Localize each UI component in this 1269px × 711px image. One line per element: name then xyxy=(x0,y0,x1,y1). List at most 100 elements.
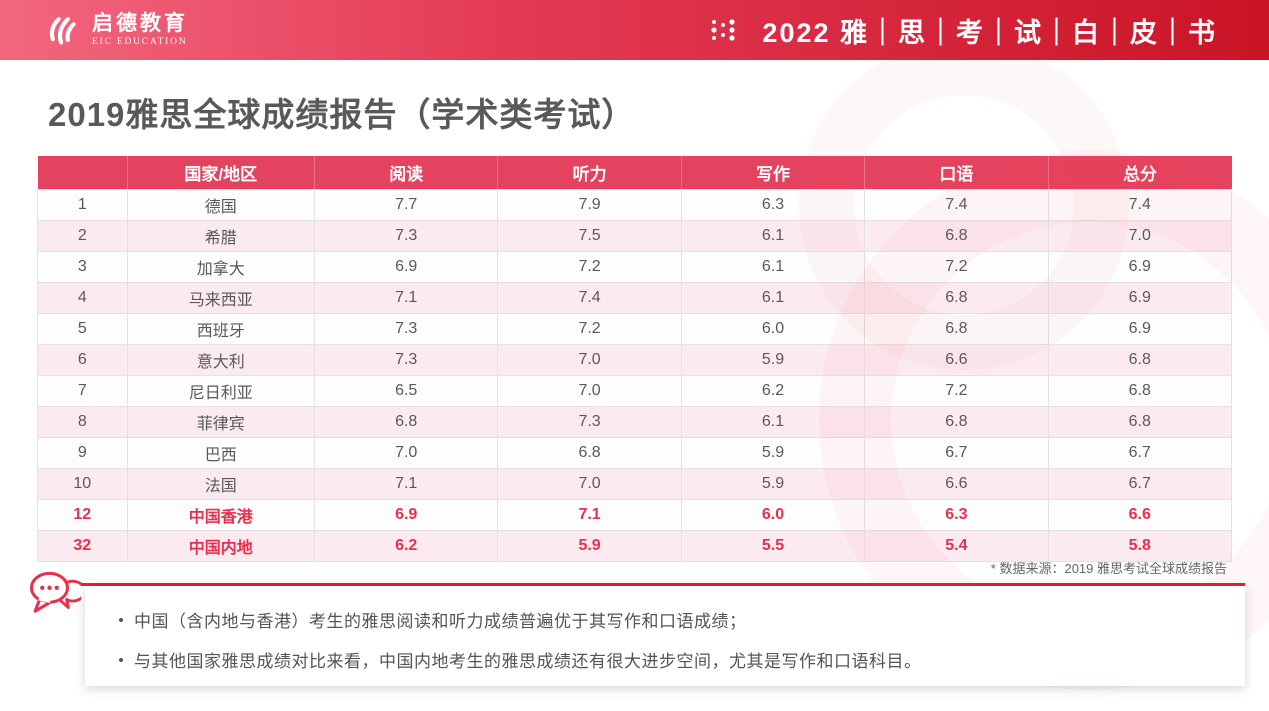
speaking-cell: 5.4 xyxy=(864,529,1049,562)
overall-cell: 5.8 xyxy=(1047,529,1233,562)
writing-cell: 6.1 xyxy=(680,405,866,438)
bullet-dot xyxy=(119,657,123,662)
writing-cell: 6.1 xyxy=(680,250,866,283)
listening-cell: 6.8 xyxy=(497,436,682,469)
bullet-dot xyxy=(119,617,123,622)
overall-cell: 7.0 xyxy=(1047,219,1233,252)
listening-cell: 7.0 xyxy=(497,467,682,500)
writing-cell: 5.9 xyxy=(680,343,866,376)
rank-cell: 3 xyxy=(37,250,128,283)
country-cell: 菲律宾 xyxy=(126,405,316,438)
rank-cell: 8 xyxy=(37,405,128,438)
table-row: 2 希腊 7.3 7.5 6.1 6.8 7.0 xyxy=(37,219,1233,252)
table-row: 8 菲律宾 6.8 7.3 6.1 6.8 6.8 xyxy=(37,405,1233,438)
col-header-writing: 写作 xyxy=(681,156,866,189)
writing-cell: 6.1 xyxy=(680,281,866,314)
reading-cell: 7.3 xyxy=(313,312,499,345)
overall-cell: 6.8 xyxy=(1047,343,1233,376)
list-item: 与其他国家雅思成绩对比来看，中国内地考生的雅思成绩还有很大进步空间，尤其是写作和… xyxy=(119,647,1215,672)
overall-cell: 7.4 xyxy=(1047,188,1233,221)
country-cell: 中国香港 xyxy=(126,498,316,531)
eic-logo-text: 启德教育 EIC EDUCATION xyxy=(92,12,188,48)
table-row: 10 法国 7.1 7.0 5.9 6.6 6.7 xyxy=(37,467,1233,500)
table-header-row: 国家/地区 阅读 听力 写作 口语 总分 xyxy=(37,156,1232,189)
country-cell: 马来西亚 xyxy=(126,281,316,314)
table-row: 6 意大利 7.3 7.0 5.9 6.6 6.8 xyxy=(37,343,1233,376)
reading-cell: 7.3 xyxy=(313,343,499,376)
table-row: 5 西班牙 7.3 7.2 6.0 6.8 6.9 xyxy=(37,312,1233,345)
rank-cell: 6 xyxy=(37,343,128,376)
country-cell: 尼日利亚 xyxy=(126,374,316,407)
country-cell: 德国 xyxy=(126,188,316,221)
writing-cell: 6.0 xyxy=(680,312,866,345)
overall-cell: 6.9 xyxy=(1047,312,1233,345)
listening-cell: 7.2 xyxy=(497,312,682,345)
country-cell: 中国内地 xyxy=(126,529,316,562)
data-source-note: * 数据来源：2019 雅思考试全球成绩报告 xyxy=(990,561,1227,576)
overall-cell: 6.6 xyxy=(1047,498,1233,531)
logo-name-cn: 启德教育 xyxy=(92,12,188,36)
reading-cell: 7.3 xyxy=(313,219,499,252)
country-cell: 希腊 xyxy=(126,219,316,252)
reading-cell: 6.8 xyxy=(313,405,499,438)
rank-cell: 7 xyxy=(37,374,128,407)
overall-cell: 6.9 xyxy=(1047,250,1233,283)
speaking-cell: 7.2 xyxy=(864,250,1049,283)
red-divider-line xyxy=(76,583,1245,586)
table-row-china-hongkong: 12 中国香港 6.9 7.1 6.0 6.3 6.6 xyxy=(37,498,1233,531)
speaking-cell: 6.8 xyxy=(864,281,1049,314)
col-header-rank xyxy=(37,156,128,189)
speaking-cell: 6.8 xyxy=(864,219,1049,252)
overall-cell: 6.8 xyxy=(1047,374,1233,407)
overall-cell: 6.8 xyxy=(1047,405,1233,438)
writing-cell: 6.2 xyxy=(680,374,866,407)
speaking-cell: 6.7 xyxy=(864,436,1049,469)
scores-table-wrap: 国家/地区 阅读 听力 写作 口语 总分 1 德国 7.7 7.9 6.3 7.… xyxy=(37,156,1233,562)
listening-cell: 7.2 xyxy=(497,250,682,283)
listening-cell: 7.4 xyxy=(497,281,682,314)
rank-cell: 4 xyxy=(37,281,128,314)
writing-cell: 5.5 xyxy=(680,529,866,562)
rank-cell: 12 xyxy=(37,498,128,531)
col-header-country: 国家/地区 xyxy=(127,156,316,189)
speaking-cell: 6.6 xyxy=(864,467,1049,500)
dots-pattern-icon xyxy=(711,19,736,41)
reading-cell: 7.1 xyxy=(313,467,499,500)
rank-cell: 2 xyxy=(37,219,128,252)
country-cell: 意大利 xyxy=(126,343,316,376)
rank-cell: 1 xyxy=(37,188,128,221)
col-header-listening: 听力 xyxy=(497,156,682,189)
country-cell: 加拿大 xyxy=(126,250,316,283)
listening-cell: 5.9 xyxy=(497,529,682,562)
table-row: 7 尼日利亚 6.5 7.0 6.2 7.2 6.8 xyxy=(37,374,1233,407)
speaking-cell: 7.2 xyxy=(864,374,1049,407)
note-bullet-1: 中国（含内地与香港）考生的雅思阅读和听力成绩普遍优于其写作和口语成绩； xyxy=(134,612,747,631)
country-cell: 西班牙 xyxy=(126,312,316,345)
country-cell: 巴西 xyxy=(126,436,316,469)
listening-cell: 7.0 xyxy=(497,343,682,376)
col-header-reading: 阅读 xyxy=(314,156,499,189)
reading-cell: 6.9 xyxy=(313,250,499,283)
reading-cell: 6.9 xyxy=(313,498,499,531)
header-right-group: 2022 雅｜思｜考｜试｜白｜皮｜书 xyxy=(710,11,1217,50)
writing-cell: 6.1 xyxy=(680,219,866,252)
reading-cell: 6.5 xyxy=(313,374,499,407)
reading-cell: 7.7 xyxy=(313,188,499,221)
reading-cell: 7.0 xyxy=(313,436,499,469)
col-header-speaking: 口语 xyxy=(864,156,1049,189)
table-row: 9 巴西 7.0 6.8 5.9 6.7 6.7 xyxy=(37,436,1233,469)
page-title: 2019雅思全球成绩报告（学术类考试） xyxy=(48,96,636,133)
table-row: 1 德国 7.7 7.9 6.3 7.4 7.4 xyxy=(37,188,1233,221)
writing-cell: 6.3 xyxy=(680,188,866,221)
country-cell: 法国 xyxy=(126,467,316,500)
listening-cell: 7.1 xyxy=(497,498,682,531)
rank-cell: 10 xyxy=(37,467,128,500)
rank-cell: 5 xyxy=(37,312,128,345)
writing-cell: 5.9 xyxy=(680,436,866,469)
eic-logo: 启德教育 EIC EDUCATION xyxy=(42,10,188,50)
chat-bubbles-icon xyxy=(29,571,81,613)
rank-cell: 9 xyxy=(37,436,128,469)
reading-cell: 7.1 xyxy=(313,281,499,314)
table-row-china-mainland: 32 中国内地 6.2 5.9 5.5 5.4 5.8 xyxy=(37,529,1233,562)
scores-table: 国家/地区 阅读 听力 写作 口语 总分 1 德国 7.7 7.9 6.3 7.… xyxy=(37,156,1233,562)
